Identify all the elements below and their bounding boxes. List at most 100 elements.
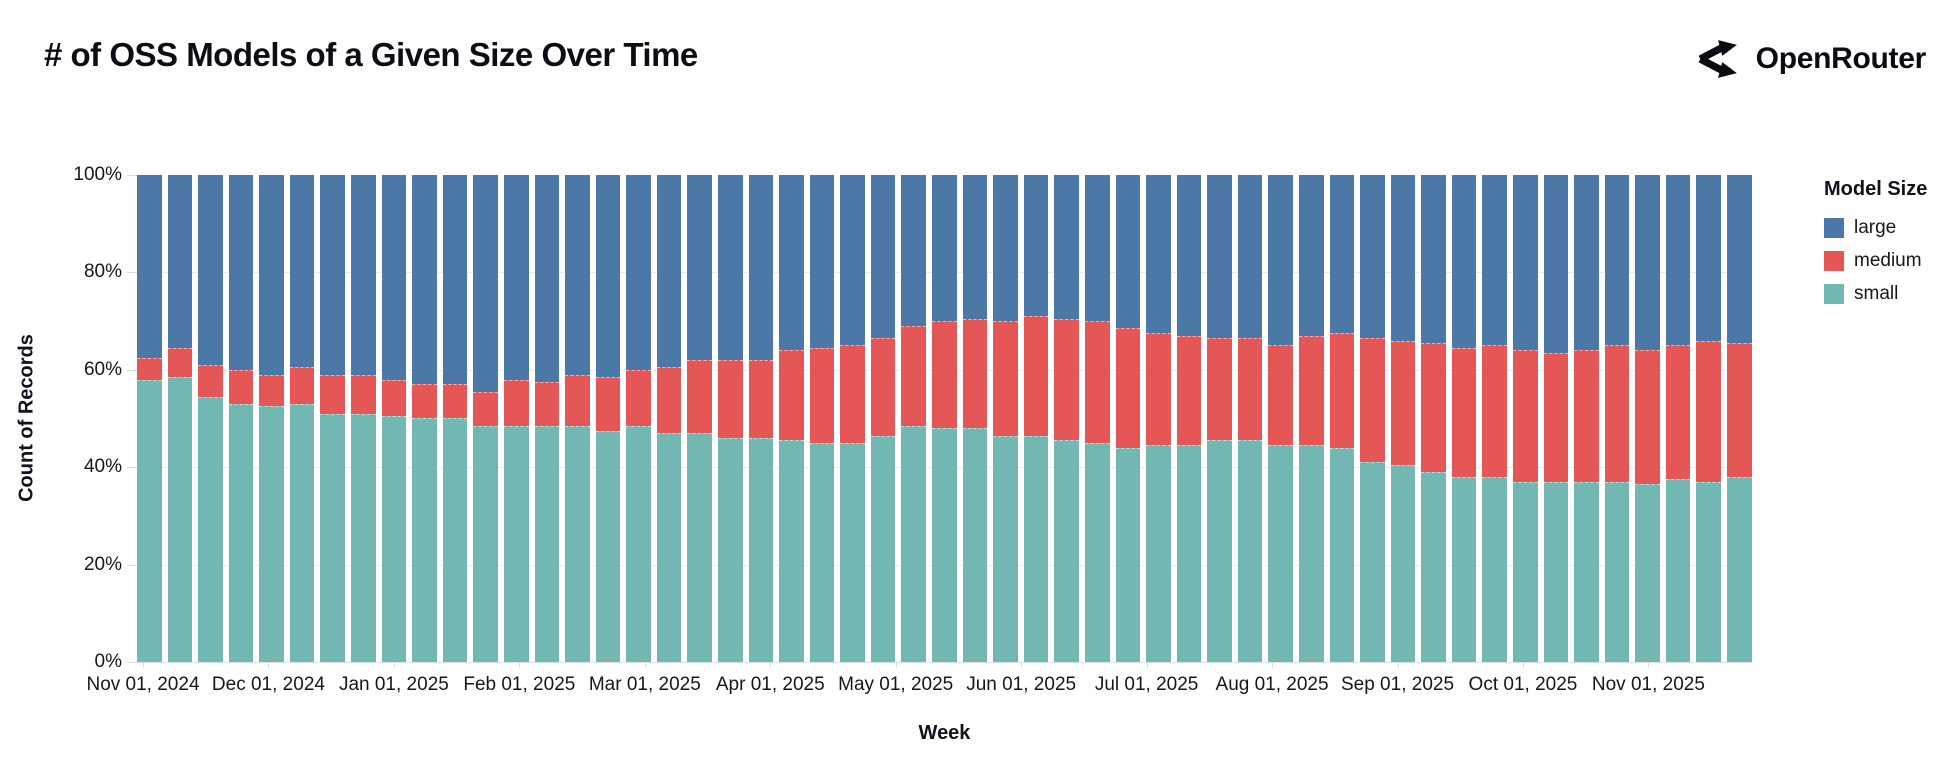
stacked-bar bbox=[1543, 175, 1569, 662]
bar-segment-large bbox=[1237, 175, 1263, 339]
bar-segment-small bbox=[565, 425, 590, 662]
bar-segment-small bbox=[534, 425, 560, 662]
bar-segment-large bbox=[137, 175, 162, 358]
bar-segment-large bbox=[687, 175, 712, 361]
bar-segment-medium bbox=[809, 347, 835, 443]
bar-segment-large bbox=[1360, 175, 1385, 339]
x-tick-label: Jan 01, 2025 bbox=[338, 674, 449, 695]
bar-segment-small bbox=[442, 418, 468, 662]
bar-segment-large bbox=[167, 175, 193, 348]
x-tick-mark bbox=[1522, 662, 1524, 668]
x-tick-mark bbox=[1146, 662, 1148, 668]
bar-segment-large bbox=[503, 175, 529, 380]
bar-segment-large bbox=[717, 175, 743, 361]
bar-segment-small bbox=[1574, 481, 1599, 662]
y-tick-mark bbox=[127, 662, 137, 663]
bar-segment-medium bbox=[565, 374, 590, 426]
bar-segment-medium bbox=[840, 345, 865, 443]
x-tick-label: Apr 01, 2025 bbox=[715, 674, 825, 695]
legend-swatch-small bbox=[1824, 284, 1844, 304]
legend-swatch-large bbox=[1824, 218, 1844, 238]
bar-segment-medium bbox=[1084, 321, 1110, 443]
bar-segment-small bbox=[626, 425, 651, 662]
stacked-bar bbox=[381, 175, 407, 662]
bar-segment-large bbox=[1604, 175, 1630, 346]
bar-segment-large bbox=[1727, 175, 1752, 343]
bar-segment-medium bbox=[1451, 347, 1477, 477]
bar-segment-large bbox=[1084, 175, 1110, 322]
x-tick-label: Aug 01, 2025 bbox=[1215, 674, 1329, 695]
bar-segment-large bbox=[534, 175, 560, 382]
stacked-bar bbox=[1115, 175, 1141, 662]
bar-segment-medium bbox=[473, 391, 498, 426]
stacked-bar bbox=[1146, 175, 1171, 662]
bar-segment-small bbox=[1360, 462, 1385, 662]
y-tick-label: 40% bbox=[83, 456, 122, 478]
bar-segment-large bbox=[1298, 175, 1324, 336]
stacked-bar bbox=[412, 175, 437, 662]
bar-segment-large bbox=[1574, 175, 1599, 351]
bar-segment-small bbox=[198, 396, 223, 662]
stacked-bar bbox=[442, 175, 468, 662]
bar-segment-medium bbox=[1360, 338, 1385, 463]
bar-segment-medium bbox=[1665, 345, 1691, 480]
bar-segment-large bbox=[870, 175, 896, 339]
bar-segment-medium bbox=[1513, 350, 1538, 482]
bar-segment-small bbox=[137, 379, 162, 662]
page-title: # of OSS Models of a Given Size Over Tim… bbox=[44, 36, 698, 73]
bar-segment-medium bbox=[993, 321, 1018, 436]
bar-segment-small bbox=[1146, 445, 1171, 662]
bar-segment-small bbox=[748, 437, 774, 662]
bar-segment-small bbox=[779, 440, 804, 662]
bar-segment-small bbox=[228, 403, 254, 662]
bar-segment-large bbox=[320, 175, 346, 375]
bar-segment-medium bbox=[687, 360, 712, 434]
x-tick-label: Sep 01, 2025 bbox=[1340, 674, 1455, 695]
bar-segment-medium bbox=[320, 374, 346, 414]
bar-segment-medium bbox=[198, 364, 223, 397]
y-tick-mark bbox=[127, 564, 137, 566]
bar-segment-medium bbox=[259, 374, 284, 407]
bar-segment-small bbox=[962, 428, 988, 662]
bar-segment-medium bbox=[1482, 345, 1508, 477]
stacked-bar bbox=[1207, 175, 1232, 662]
bar-segment-large bbox=[1421, 175, 1446, 343]
bar-segment-small bbox=[473, 425, 498, 662]
bar-segment-small bbox=[1421, 472, 1446, 662]
bar-segment-large bbox=[1543, 175, 1569, 353]
bar-segment-large bbox=[962, 175, 988, 319]
bar-segment-small bbox=[1543, 481, 1569, 662]
stacked-bar bbox=[932, 175, 957, 662]
bar-segment-medium bbox=[1298, 335, 1324, 446]
bar-segment-small bbox=[1054, 440, 1079, 662]
bar-segment-large bbox=[1023, 175, 1049, 317]
bar-segment-medium bbox=[442, 384, 468, 419]
bar-segment-large bbox=[1451, 175, 1477, 348]
bar-segment-large bbox=[1115, 175, 1141, 329]
stacked-bar bbox=[1574, 175, 1599, 662]
bar-segment-small bbox=[870, 435, 896, 662]
legend-title: Model Size bbox=[1824, 178, 1928, 200]
bar-segment-large bbox=[932, 175, 957, 322]
bar-segment-small bbox=[656, 433, 682, 662]
x-tick-mark bbox=[393, 662, 395, 668]
bar-segment-large bbox=[1482, 175, 1508, 346]
bar-segment-small bbox=[932, 428, 957, 662]
bar-segment-small bbox=[167, 377, 193, 662]
stacked-bar bbox=[503, 175, 529, 662]
bar-segment-large bbox=[901, 175, 927, 326]
bar-segment-large bbox=[381, 175, 407, 380]
bar-segment-large bbox=[1329, 175, 1355, 334]
stacked-bar bbox=[748, 175, 774, 662]
stacked-bar bbox=[1482, 175, 1508, 662]
bar-segment-medium bbox=[1207, 338, 1232, 441]
bar-segment-small bbox=[320, 413, 346, 662]
bar-segment-small bbox=[901, 425, 927, 662]
bar-segment-large bbox=[1146, 175, 1171, 334]
bar-segment-small bbox=[1604, 481, 1630, 662]
legend-item-large: large bbox=[1824, 217, 1944, 239]
brand-logo[interactable]: OpenRouter bbox=[1694, 40, 1926, 78]
stacked-bar bbox=[534, 175, 560, 662]
bar-segment-small bbox=[503, 425, 529, 662]
y-tick-mark bbox=[127, 175, 137, 176]
